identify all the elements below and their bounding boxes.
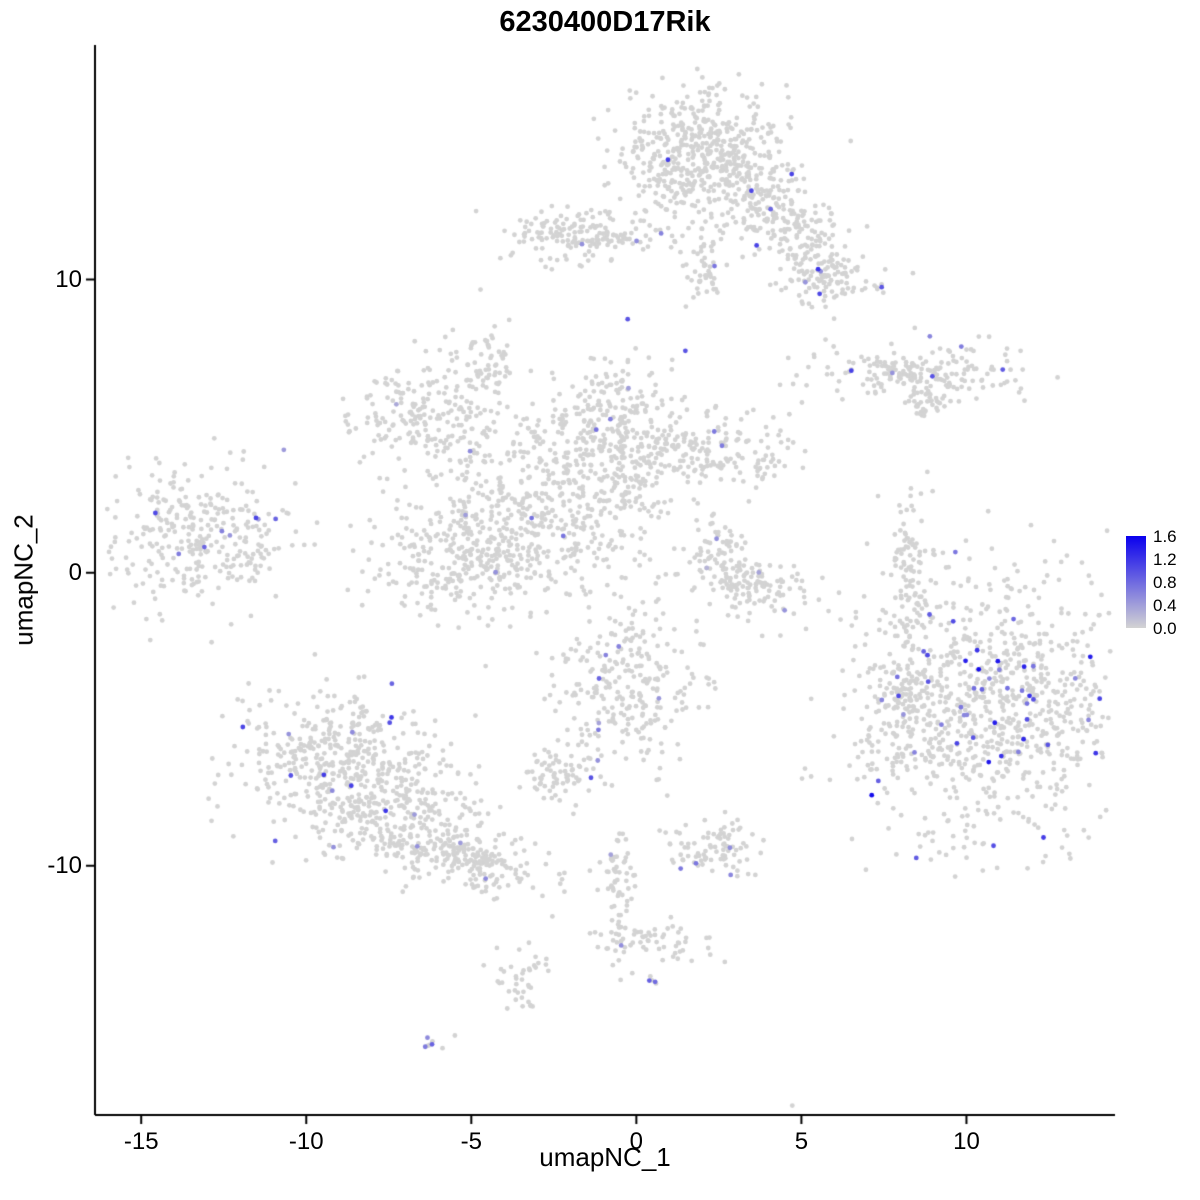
legend-tick-label: 0.8 — [1153, 573, 1177, 592]
expression-color-legend: 1.6 1.2 0.8 0.4 0.0 — [1126, 527, 1200, 638]
legend-tick-label: 0.4 — [1153, 596, 1177, 615]
y-axis-label: umapNC_2 — [8, 514, 39, 646]
x-axis-label: umapNC_1 — [539, 1142, 671, 1172]
legend-gradient-bar — [1126, 536, 1146, 628]
chart-title: 6230400D17Rik — [499, 6, 711, 38]
legend-tick-label: 0.0 — [1153, 619, 1177, 638]
legend-tick-label: 1.2 — [1153, 550, 1177, 569]
legend-tick-label: 1.6 — [1153, 527, 1177, 546]
